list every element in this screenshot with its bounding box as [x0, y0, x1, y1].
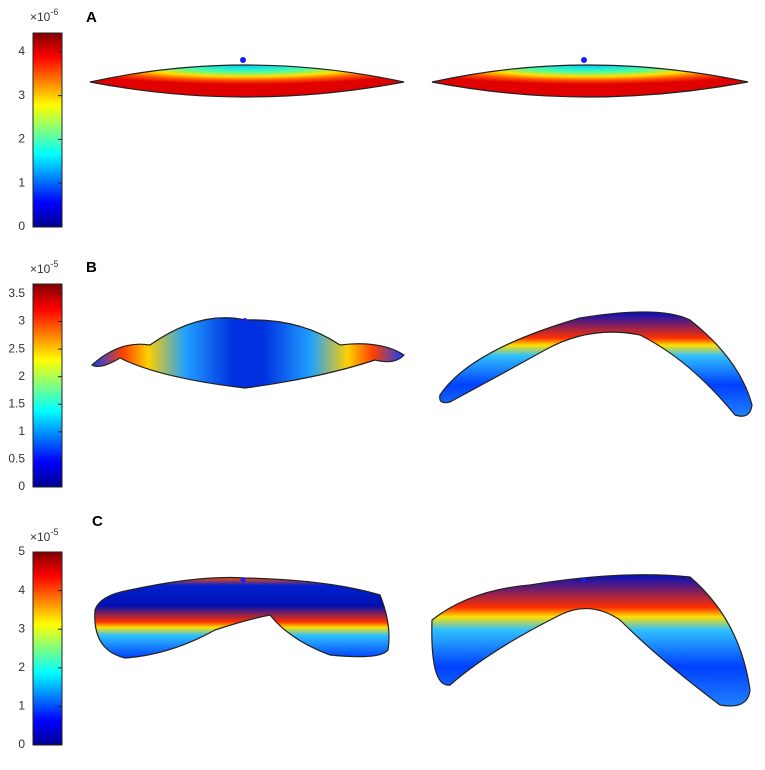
shape-b-left — [91, 317, 405, 389]
colorbar-multiplier: ×10-5 — [30, 527, 58, 544]
colorbar — [32, 551, 63, 746]
shapes — [89, 57, 753, 707]
shape-c-right — [431, 574, 751, 707]
colorbar-tick-label: 4 — [18, 44, 25, 58]
colorbar-tick-label: 3 — [18, 314, 25, 328]
colorbar-tick-label: 5 — [18, 544, 25, 558]
colorbar — [32, 32, 63, 228]
colorbar-tick-label: 1 — [18, 424, 25, 438]
multiplier-exponent: -6 — [50, 7, 58, 17]
shape-c-left — [94, 576, 390, 659]
colorbar-tick-label: 1 — [18, 175, 25, 189]
colorbar-tick-label: 0 — [18, 737, 25, 751]
colorbar-tick-label: 0 — [18, 219, 25, 233]
colorbar-tick-label: 2 — [18, 369, 25, 383]
multiplier-base: ×10 — [30, 530, 51, 544]
colorbar-tick-label: 2.5 — [8, 341, 25, 355]
colorbar-multiplier: ×10-6 — [30, 7, 58, 24]
shape-a-left — [89, 64, 405, 98]
colorbar — [32, 283, 63, 488]
colorbar-multiplier: ×10-5 — [30, 259, 58, 276]
colorbar-tick-label: 3.5 — [8, 286, 25, 300]
multiplier-base: ×10 — [30, 262, 51, 276]
colorbar-tick-label: 2 — [18, 660, 25, 674]
panel-label: B — [86, 259, 97, 276]
colorbar-tick-label: 2 — [18, 132, 25, 146]
colorbar-tick-label: 0 — [18, 479, 25, 493]
shape-b-right — [439, 311, 753, 417]
colorbar-tick-label: 3 — [18, 621, 25, 635]
colorbar-tick-label: 4 — [18, 583, 25, 597]
panel-label: A — [86, 9, 97, 26]
colorbar-tick-label: 1 — [18, 699, 25, 713]
multiplier-base: ×10 — [30, 10, 51, 24]
colorbar-tick-label: 1.5 — [8, 396, 25, 410]
multiplier-exponent: -5 — [50, 259, 58, 269]
panel-label: C — [92, 513, 103, 530]
shape-a-right — [431, 64, 749, 98]
colorbar-tick-label: 3 — [18, 88, 25, 102]
multiplier-exponent: -5 — [50, 527, 58, 537]
colorbar-tick-label: 0.5 — [8, 452, 25, 466]
